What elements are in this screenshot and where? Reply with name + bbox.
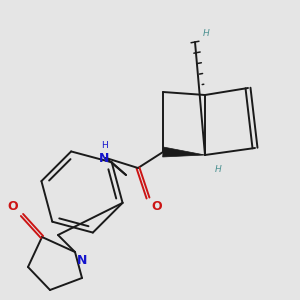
Text: H: H bbox=[203, 29, 210, 38]
Text: H: H bbox=[215, 165, 222, 174]
Text: N: N bbox=[99, 152, 109, 166]
Text: O: O bbox=[8, 200, 18, 213]
Text: H: H bbox=[100, 141, 107, 150]
Polygon shape bbox=[163, 147, 205, 157]
Text: N: N bbox=[77, 254, 87, 267]
Text: O: O bbox=[151, 200, 162, 213]
